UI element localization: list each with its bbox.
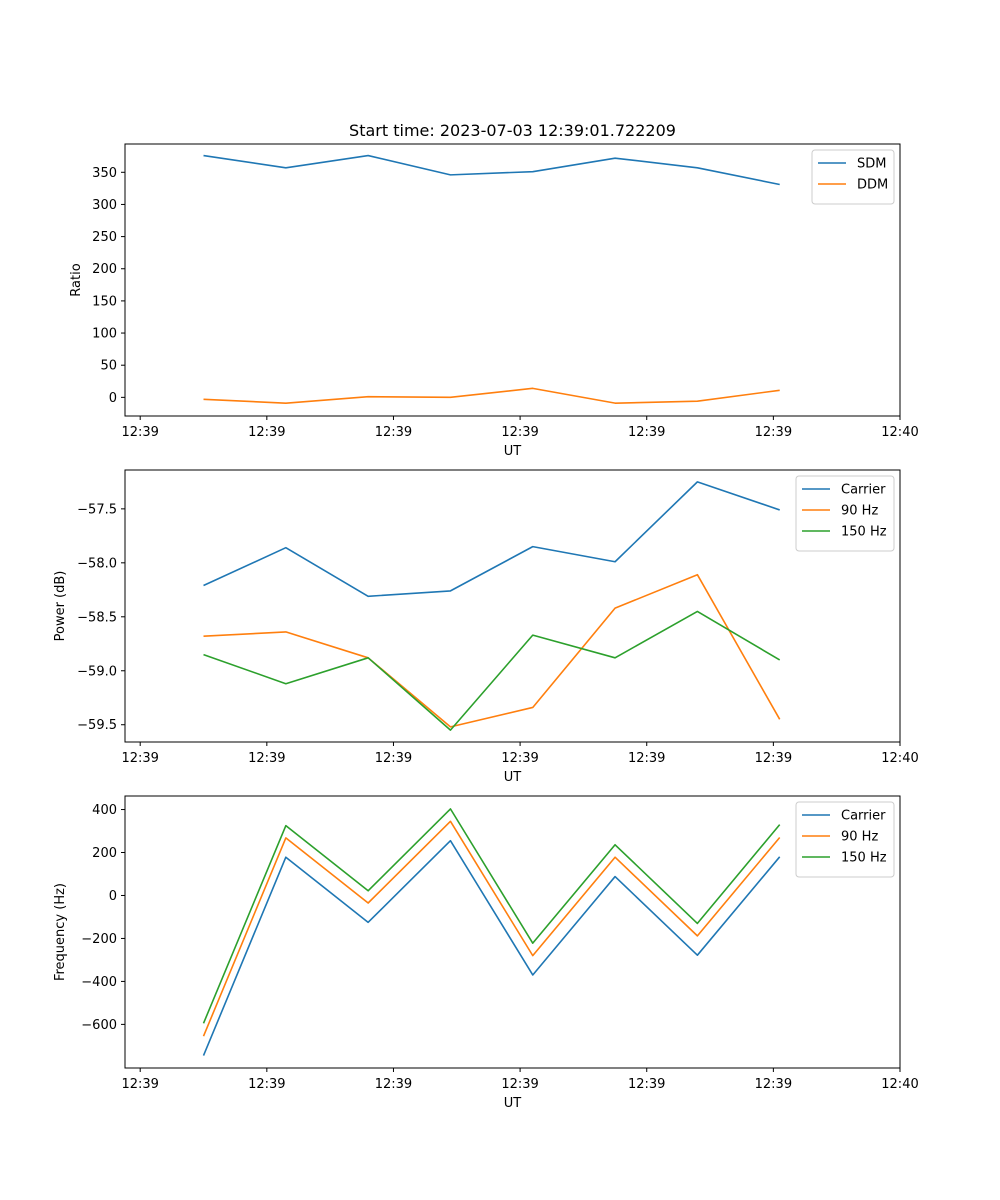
power-series-carrier-line (203, 481, 780, 598)
ratio-x-axis-label: UT (504, 444, 522, 459)
ratio-y-axis-label: Ratio (69, 263, 84, 296)
frequency-y-tick-label-0: −600 (81, 1018, 117, 1033)
frequency-y-axis-label: Frequency (Hz) (53, 883, 68, 981)
frequency-x-tick-label-4: 12:39 (628, 1077, 665, 1092)
ratio-y-tick-label-5: 250 (92, 230, 117, 245)
ratio-y-tick-label-6: 300 (92, 198, 117, 213)
ratio-x-tick-label-0: 12:39 (121, 425, 158, 440)
frequency-series-150-hz-line (202, 808, 781, 1024)
frequency-x-tick-label-1: 12:39 (248, 1077, 285, 1092)
frequency-x-tick-label-0: 12:39 (121, 1077, 158, 1092)
power-x-tick-label-1: 12:39 (248, 751, 285, 766)
frequency-y-tick-label-5: 400 (92, 803, 117, 818)
power-series-90-hz-line (203, 573, 781, 728)
frequency-panel: 12:39 12:39 12:39 12:39 12:39 12:39 12:40 −600 −… (53, 795, 919, 1111)
power-panel: 12:39 12:39 12:39 12:39 12:39 12:39 12:40 −59.5… (53, 469, 919, 785)
ratio-y-tick-label-0: 0 (109, 391, 117, 406)
frequency-y-tick-label-4: 200 (92, 846, 117, 861)
ratio-panel: 12:39 12:39 12:39 12:39 12:39 12:39 12:40 0 50 10… (69, 143, 919, 459)
ratio-legend-label-sdm: SDM (857, 157, 886, 172)
frequency-series-carrier-line (202, 839, 781, 1056)
ratio-x-tick-label-4: 12:39 (628, 425, 665, 440)
power-legend-box (795, 475, 895, 552)
ratio-x-tick-label-3: 12:39 (501, 425, 538, 440)
power-y-tick-label-1: −59.0 (77, 664, 117, 679)
power-axes-frame (124, 469, 901, 743)
frequency-legend: Carrier 90 Hz 150 Hz (795, 801, 895, 878)
power-y-tick-label-2: −58.5 (77, 610, 117, 625)
ratio-x-tick-label-2: 12:39 (375, 425, 412, 440)
frequency-x-tick-label-2: 12:39 (375, 1077, 412, 1092)
power-legend-label-carrier: Carrier (841, 483, 886, 498)
frequency-x-tick-label-5: 12:39 (755, 1077, 792, 1092)
ratio-legend: SDM DDM (811, 149, 895, 205)
power-x-tick-label-4: 12:39 (628, 751, 665, 766)
frequency-series-90-hz-line (202, 820, 781, 1037)
frequency-x-tick-label-3: 12:39 (501, 1077, 538, 1092)
ratio-x-tick-label-6: 12:40 (881, 425, 918, 440)
ratio-y-tick-label-2: 100 (92, 327, 117, 342)
ratio-x-tick-label-5: 12:39 (755, 425, 792, 440)
ratio-y-tick-label-4: 200 (92, 262, 117, 277)
power-y-tick-label-0: −59.5 (77, 718, 117, 733)
ratio-axes-frame (124, 143, 901, 417)
power-x-tick-label-6: 12:40 (881, 751, 918, 766)
power-y-tick-label-4: −57.5 (77, 502, 117, 517)
ratio-legend-label-ddm: DDM (857, 178, 888, 193)
power-x-tick-label-5: 12:39 (755, 751, 792, 766)
power-x-tick-label-3: 12:39 (501, 751, 538, 766)
ratio-series-sdm-line (203, 154, 780, 186)
frequency-x-axis-label: UT (504, 1096, 522, 1111)
power-x-tick-label-0: 12:39 (121, 751, 158, 766)
frequency-legend-label-carrier: Carrier (841, 809, 886, 824)
power-series-150-hz-line (203, 610, 781, 731)
power-legend-label-90-hz: 90 Hz (841, 504, 878, 519)
frequency-legend-label-90-hz: 90 Hz (841, 830, 878, 845)
ratio-y-tick-label-1: 50 (100, 359, 117, 374)
figure-title: Start time: 2023-07-03 12:39:01.722209 (349, 121, 676, 140)
ratio-y-tick-label-7: 350 (92, 166, 117, 181)
power-y-axis-label: Power (dB) (53, 571, 68, 642)
ratio-series-ddm-line (203, 387, 780, 404)
power-y-tick-label-3: −58.0 (77, 556, 117, 571)
power-legend: Carrier 90 Hz 150 Hz (795, 475, 895, 552)
frequency-legend-box (795, 801, 895, 878)
frequency-y-tick-label-2: −200 (81, 932, 117, 947)
frequency-axes-frame (124, 795, 901, 1069)
power-x-tick-label-2: 12:39 (375, 751, 412, 766)
power-legend-label-150-hz: 150 Hz (841, 525, 887, 540)
ratio-x-tick-label-1: 12:39 (248, 425, 285, 440)
power-x-axis-label: UT (504, 770, 522, 785)
frequency-x-tick-label-6: 12:40 (881, 1077, 918, 1092)
ratio-y-tick-label-3: 150 (92, 294, 117, 309)
frequency-y-tick-label-1: −400 (81, 975, 117, 990)
frequency-legend-label-150-hz: 150 Hz (841, 851, 887, 866)
frequency-y-tick-label-3: 0 (109, 889, 117, 904)
